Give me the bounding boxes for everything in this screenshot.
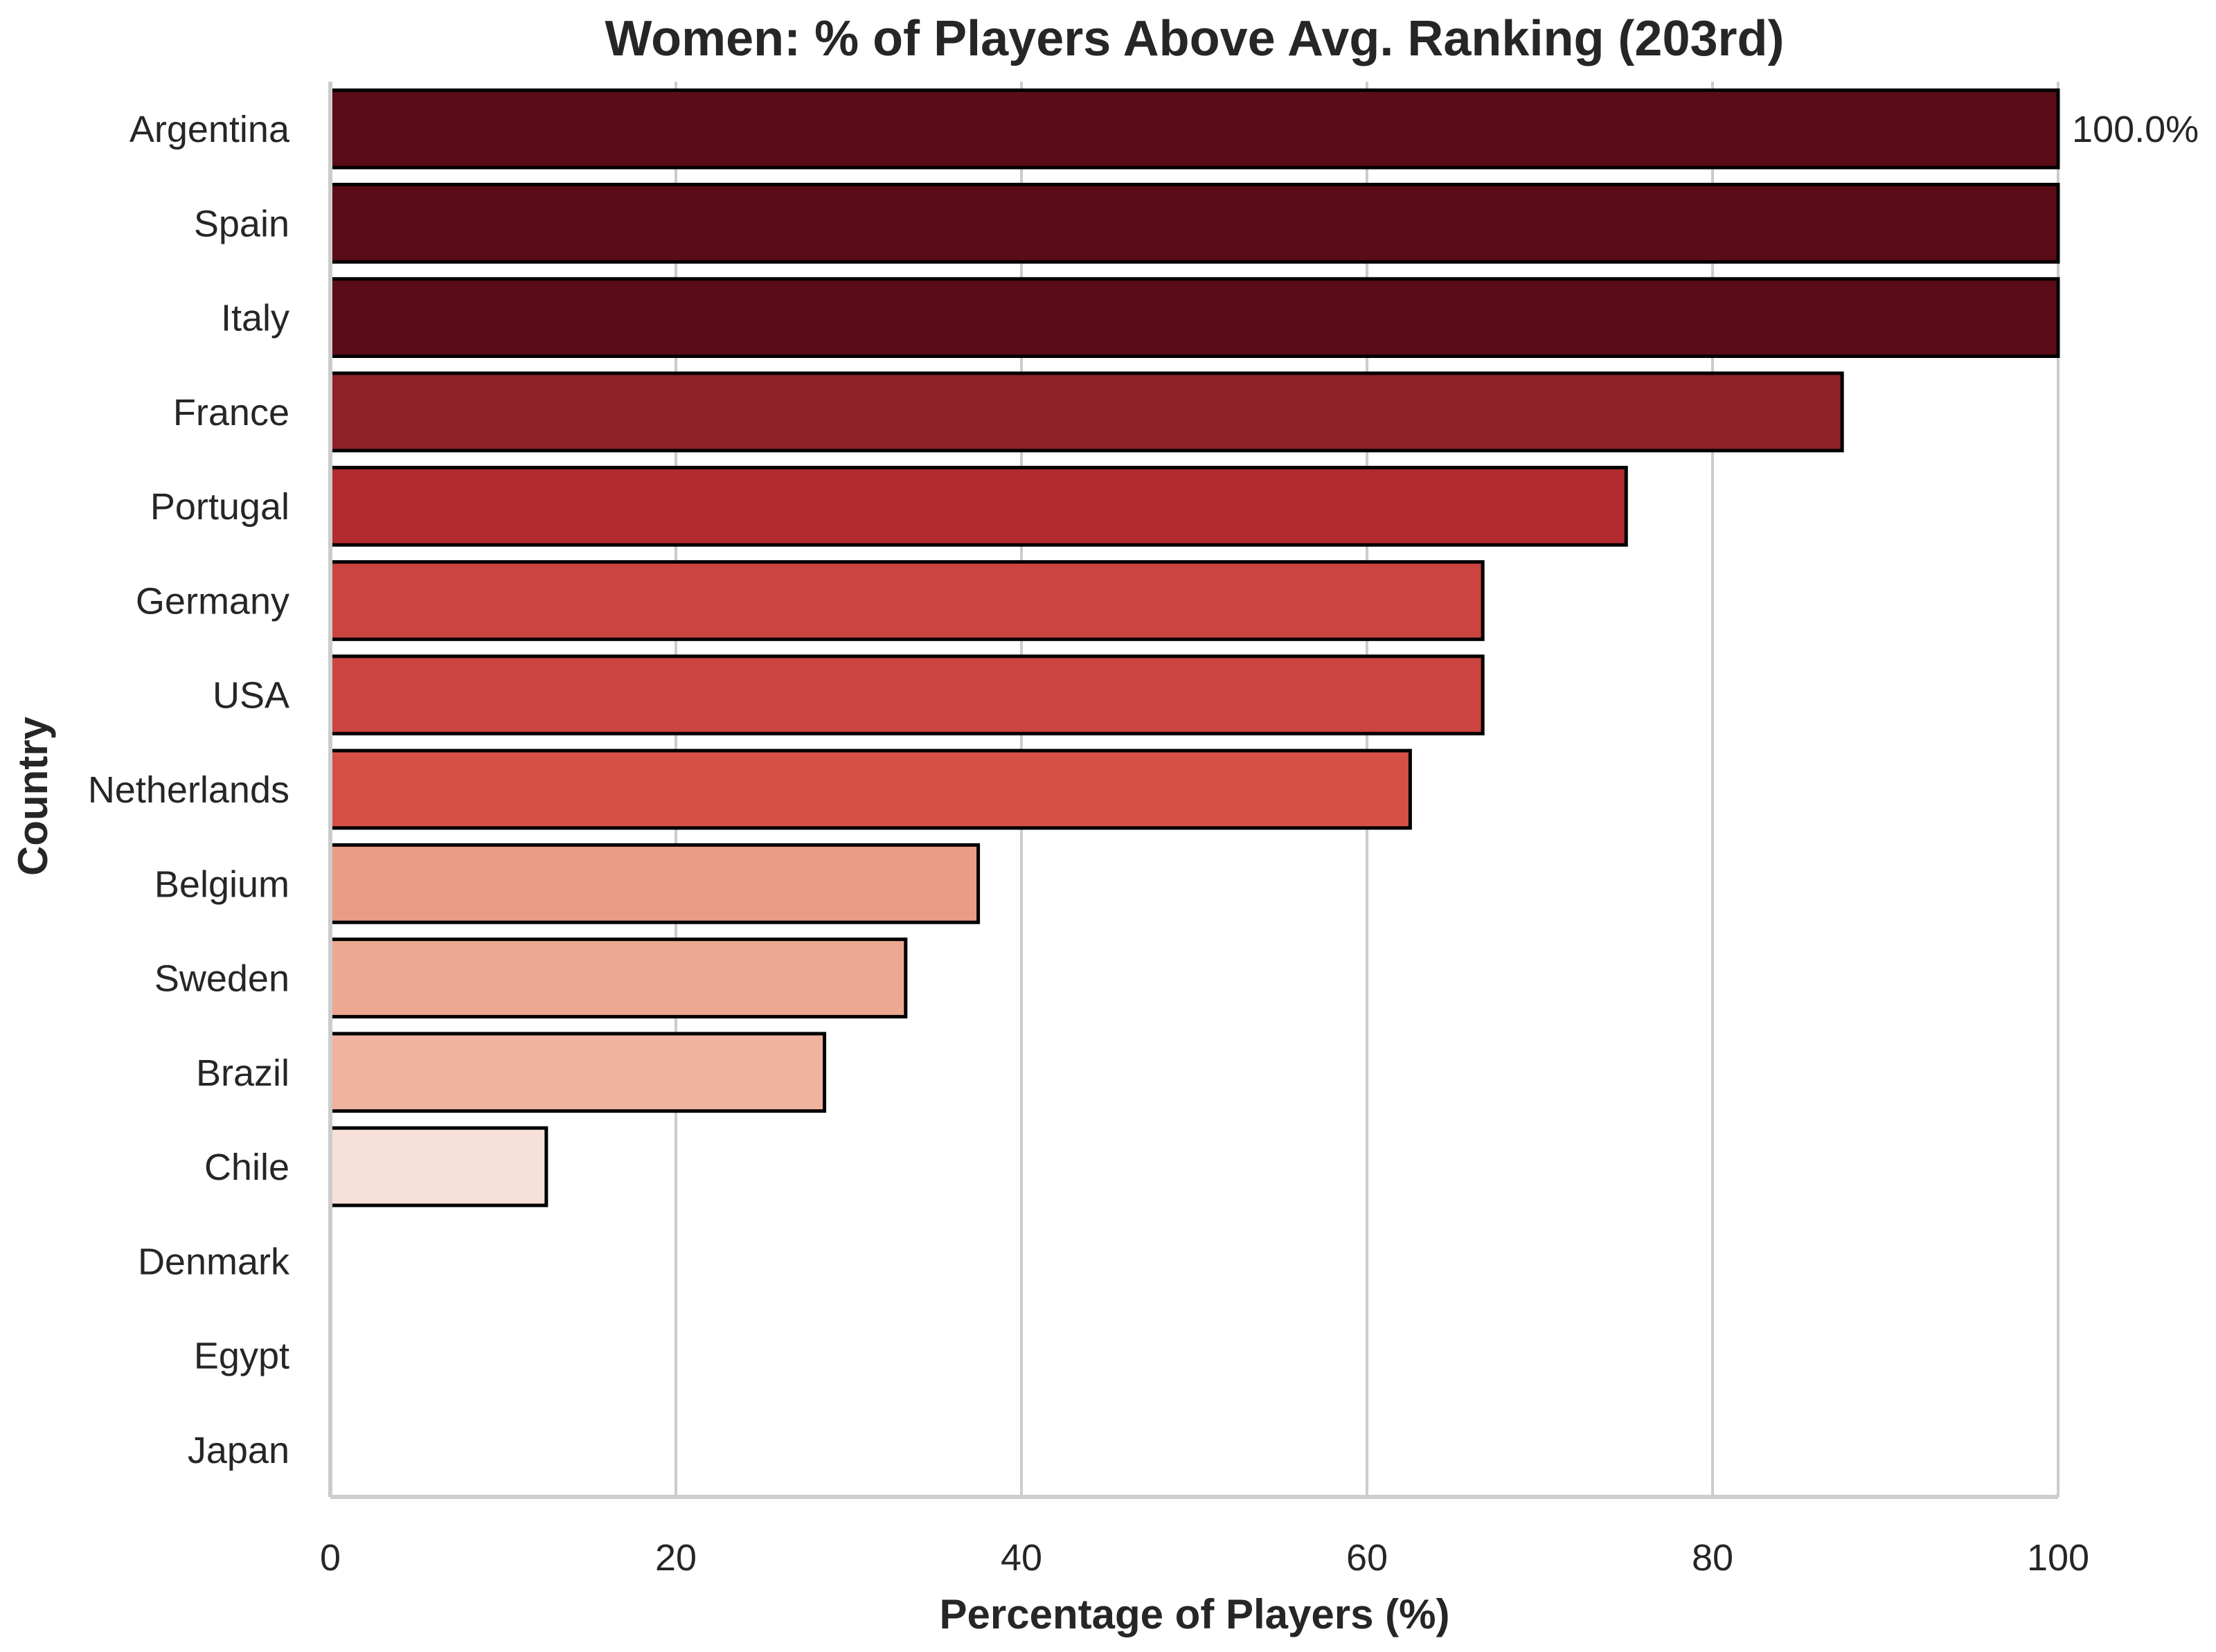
x-tick-label: 20 — [655, 1537, 697, 1579]
bar-germany — [328, 560, 1485, 641]
y-tick-label: Chile — [204, 1147, 289, 1188]
x-tick-label: 100 — [2027, 1537, 2089, 1579]
y-tick-label: Brazil — [196, 1052, 289, 1094]
bar-netherlands — [328, 748, 1412, 830]
y-tick-label: Portugal — [150, 486, 289, 528]
bar-portugal — [328, 465, 1628, 547]
y-tick-label: Argentina — [129, 109, 290, 150]
y-tick-label: Japan — [188, 1430, 289, 1471]
bars — [328, 88, 2060, 1207]
y-axis-label: Country — [10, 716, 56, 876]
x-tick-label: 0 — [320, 1537, 341, 1579]
bar-brazil — [328, 1032, 827, 1113]
bar-chile — [328, 1126, 548, 1207]
bar-sweden — [328, 937, 908, 1018]
chart-title: Women: % of Players Above Avg. Ranking (… — [605, 11, 1784, 66]
y-tick-label: Netherlands — [88, 769, 289, 811]
y-tick-label: Sweden — [154, 958, 289, 1000]
y-tick-label: France — [173, 392, 289, 433]
y-tick-label: Germany — [136, 580, 289, 622]
x-tick-label: 60 — [1346, 1537, 1388, 1579]
x-tick-label: 80 — [1692, 1537, 1733, 1579]
data-label: 100.0% — [2072, 109, 2199, 150]
bar-france — [328, 371, 1844, 453]
bar-spain — [328, 183, 2060, 264]
tick-labels: Argentina Spain Italy France Portugal Germany… — [88, 109, 2089, 1579]
data-labels: 100.0% — [2072, 109, 2199, 150]
y-tick-label: Italy — [221, 298, 289, 339]
bar-belgium — [328, 843, 981, 924]
bar-argentina — [328, 88, 2060, 170]
y-tick-label: Denmark — [138, 1241, 290, 1282]
y-tick-label: Belgium — [154, 863, 289, 905]
y-tick-label: Egypt — [194, 1336, 289, 1377]
y-tick-label: USA — [213, 675, 289, 717]
x-tick-label: 40 — [1001, 1537, 1042, 1579]
x-axis-label: Percentage of Players (%) — [940, 1591, 1450, 1637]
axis-spines — [328, 82, 2058, 1499]
bar-usa — [328, 654, 1485, 736]
y-tick-label: Spain — [194, 203, 289, 244]
bar-italy — [328, 277, 2060, 359]
